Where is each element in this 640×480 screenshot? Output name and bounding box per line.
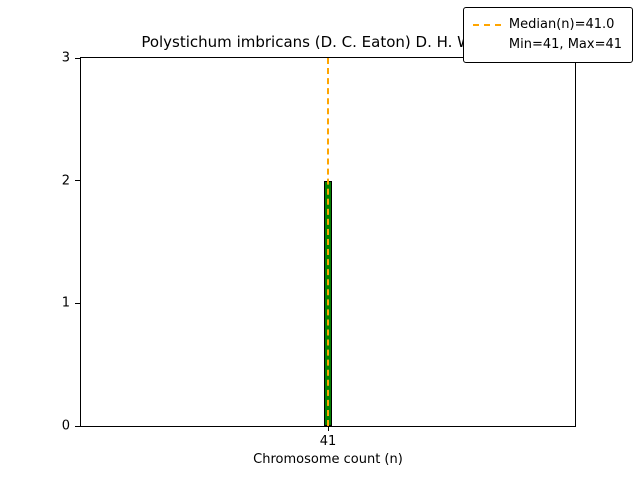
- legend-entry-minmax: Min=41, Max=41: [473, 35, 622, 55]
- chart-title: Polystichum imbricans (D. C. Eaton) D. H…: [141, 33, 515, 51]
- legend-entry-median: Median(n)=41.0: [472, 15, 622, 35]
- median-line: [327, 58, 329, 426]
- y-tick-label: 3: [61, 50, 70, 66]
- y-tick-label: 1: [61, 295, 70, 311]
- median-dashed-line-icon: [472, 24, 501, 27]
- y-tick-label: 0: [61, 418, 70, 434]
- x-tick-label: 41: [319, 434, 337, 449]
- y-tick-mark: [75, 425, 80, 427]
- x-axis-label: Chromosome count (n): [253, 452, 403, 467]
- x-tick-mark: [327, 426, 329, 431]
- plot-area: 0 1 2 3 41: [62, 51, 576, 449]
- y-tick-label: 2: [61, 173, 70, 189]
- y-tick-mark: [75, 57, 80, 59]
- y-tick-mark: [75, 302, 80, 304]
- legend-label-minmax: Min=41, Max=41: [508, 37, 622, 53]
- legend-label-median: Median(n)=41.0: [508, 17, 615, 32]
- y-tick-mark: [75, 180, 80, 182]
- legend: Median(n)=41.0 Min=41, Max=41: [462, 7, 633, 64]
